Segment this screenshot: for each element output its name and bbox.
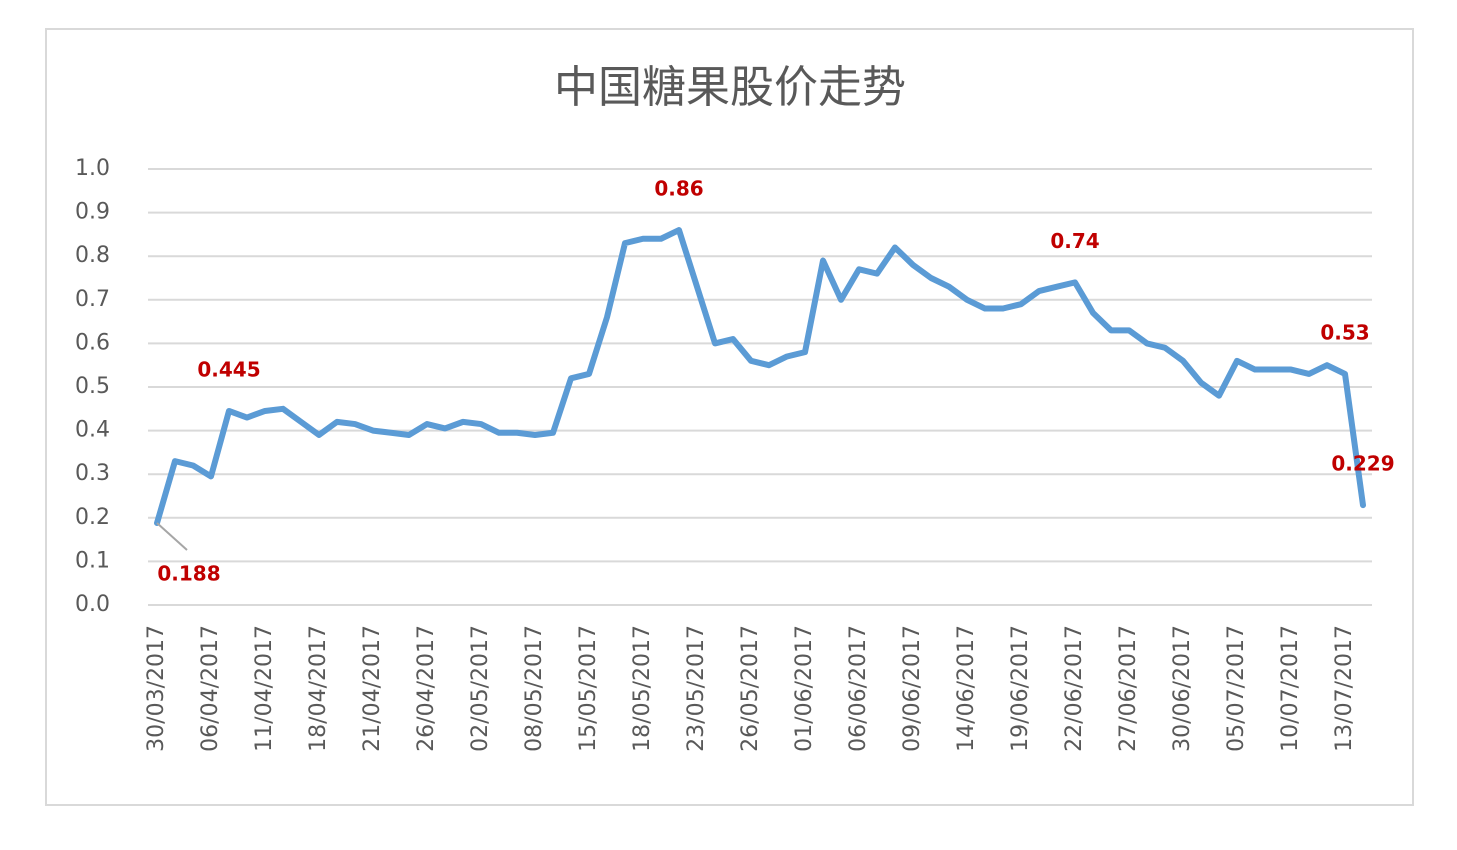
data-label: 0.229 [1331, 452, 1394, 476]
x-tick-label: 02/05/2017 [468, 625, 493, 752]
x-tick-label: 30/03/2017 [144, 625, 169, 752]
y-tick-label: 0.2 [75, 505, 110, 530]
x-tick-label: 26/04/2017 [414, 625, 439, 752]
y-tick-label: 0.7 [75, 287, 110, 312]
y-tick-label: 0.4 [75, 418, 110, 443]
x-tick-label: 23/05/2017 [684, 625, 709, 752]
x-tick-label: 15/05/2017 [576, 625, 601, 752]
x-tick-label: 06/04/2017 [198, 625, 223, 752]
x-tick-label: 19/06/2017 [1008, 625, 1033, 752]
x-tick-label: 18/05/2017 [630, 625, 655, 752]
x-tick-label: 27/06/2017 [1116, 625, 1141, 752]
y-tick-label: 0.0 [75, 592, 110, 617]
chart-frame [45, 28, 1414, 806]
x-tick-label: 01/06/2017 [792, 625, 817, 752]
x-tick-label: 21/04/2017 [360, 625, 385, 752]
y-tick-label: 1.0 [75, 156, 110, 181]
x-tick-label: 08/05/2017 [522, 625, 547, 752]
leader-line [156, 522, 188, 551]
y-tick-label: 0.8 [75, 243, 110, 268]
x-tick-label: 09/06/2017 [900, 625, 925, 752]
chart-title: 中国糖果股价走势 [554, 62, 906, 113]
data-line [154, 227, 1366, 527]
y-tick-label: 0.1 [75, 548, 110, 573]
x-tick-label: 05/07/2017 [1224, 625, 1249, 752]
x-tick-label: 22/06/2017 [1062, 625, 1087, 752]
x-tick-label: 10/07/2017 [1278, 625, 1303, 752]
x-tick-label: 30/06/2017 [1170, 625, 1195, 752]
x-tick-label: 14/06/2017 [954, 625, 979, 752]
data-label: 0.188 [157, 562, 220, 586]
x-tick-label: 06/06/2017 [846, 625, 871, 752]
y-tick-label: 0.5 [75, 374, 110, 399]
y-tick-label: 0.3 [75, 461, 110, 486]
data-label: 0.74 [1050, 229, 1099, 253]
data-label: 0.53 [1320, 320, 1369, 344]
data-label: 0.445 [197, 357, 260, 381]
y-tick-label: 0.9 [75, 200, 110, 225]
data-label: 0.86 [654, 177, 703, 201]
x-tick-label: 18/04/2017 [306, 625, 331, 752]
x-tick-label: 13/07/2017 [1332, 625, 1357, 752]
y-tick-label: 0.6 [75, 330, 110, 355]
x-tick-label: 26/05/2017 [738, 625, 763, 752]
x-tick-label: 11/04/2017 [252, 625, 277, 752]
